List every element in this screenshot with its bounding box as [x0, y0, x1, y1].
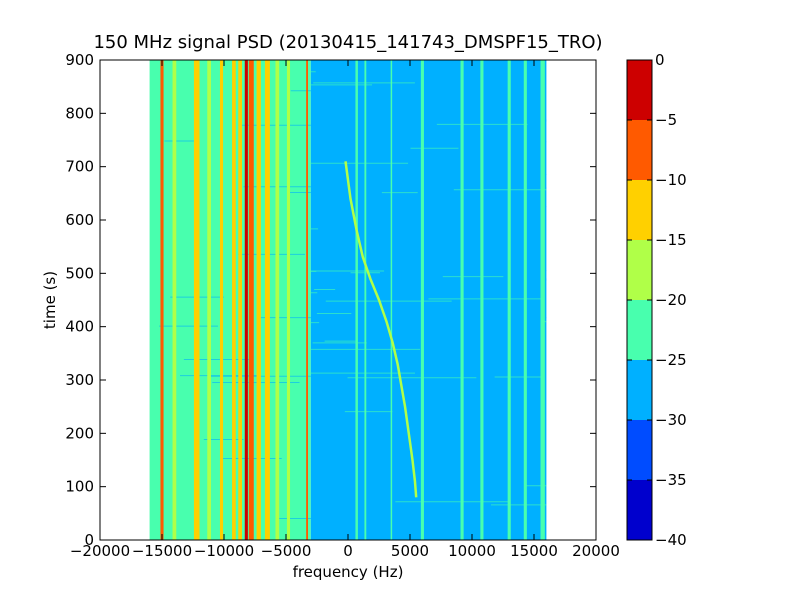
- colorbar-tick-label-0: −40: [655, 531, 687, 549]
- y-axis-label: time (s): [41, 271, 59, 329]
- psd-line-17: [420, 60, 424, 540]
- psd-line-12: [286, 60, 291, 540]
- y-tick-label-0: 0: [84, 531, 94, 549]
- colorbar-swatch-3: [627, 300, 652, 360]
- psd-band-0: [149, 60, 311, 540]
- colorbar-swatch-1: [627, 420, 652, 480]
- y-tick-label-1: 100: [65, 478, 94, 496]
- psd-line-7: [244, 60, 248, 540]
- x-tick-label-5: 5000: [391, 542, 429, 560]
- psd-line-11: [275, 60, 280, 540]
- spectrogram-plot-area: −20000 −15000 −10000 −5000 0 5000 10000 15000 20…: [65, 51, 620, 560]
- x-tick-label-3: −5000: [261, 542, 312, 560]
- colorbar-tick-label-5: −15: [655, 231, 687, 249]
- colorbar-swatch-4: [627, 240, 652, 300]
- colorbar-swatch-6: [627, 120, 652, 180]
- x-axis-ticks: −20000 −15000 −10000 −5000 0 5000 10000 15000 20…: [70, 60, 620, 560]
- chart-title: 150 MHz signal PSD (20130415_141743_DMSP…: [93, 32, 602, 53]
- colorbar-tick-label-6: −10: [655, 171, 687, 189]
- x-tick-label-1: −15000: [132, 542, 192, 560]
- psd-line-22: [540, 60, 545, 540]
- y-tick-label-2: 200: [65, 424, 94, 442]
- colorbar-swatch-0: [627, 480, 652, 540]
- y-tick-label-5: 500: [65, 264, 94, 282]
- colorbar-swatch-7: [627, 60, 652, 120]
- colorbar-tick-label-2: −30: [655, 411, 687, 429]
- psd-line-3: [207, 60, 211, 540]
- psd-line-15: [364, 60, 367, 540]
- y-axis-ticks: 0 100 200 300 400 500 600 700 800 900: [65, 51, 596, 549]
- spectrogram-heatmap: [149, 60, 547, 540]
- psd-line-10: [264, 60, 270, 540]
- psd-line-4: [219, 60, 224, 540]
- colorbar-tick-label-8: 0: [655, 51, 665, 69]
- y-tick-label-4: 400: [65, 318, 94, 336]
- colorbar-tick-label-7: −5: [655, 111, 677, 129]
- x-tick-label-2: −10000: [194, 542, 254, 560]
- psd-line-18: [460, 60, 464, 540]
- colorbar-swatch-2: [627, 360, 652, 420]
- x-tick-label-6: 10000: [448, 542, 496, 560]
- x-tick-label-0: −20000: [70, 542, 130, 560]
- psd-line-8: [248, 60, 254, 540]
- psd-line-1: [172, 60, 177, 540]
- y-tick-label-3: 300: [65, 371, 94, 389]
- colorbar-swatch-5: [627, 180, 652, 240]
- psd-line-14: [355, 60, 358, 540]
- psd-line-6: [238, 60, 242, 540]
- x-tick-label-4: 0: [343, 542, 353, 560]
- psd-line-16: [390, 60, 393, 540]
- psd-line-0: [160, 60, 164, 540]
- psd-line-20: [507, 60, 511, 540]
- psd-line-19: [480, 60, 484, 540]
- psd-line-13: [306, 60, 309, 540]
- colorbar: −40 −35 −30 −25 −20 −15 −10 −5 0: [626, 51, 687, 549]
- psd-line-2: [193, 60, 200, 540]
- y-tick-label-7: 700: [65, 158, 94, 176]
- psd-band-1: [310, 60, 379, 540]
- colorbar-tick-label-1: −35: [655, 471, 687, 489]
- psd-line-9: [256, 60, 261, 540]
- y-tick-label-9: 900: [65, 51, 94, 69]
- psd-line-21: [523, 60, 527, 540]
- x-tick-label-8: 20000: [572, 542, 620, 560]
- y-tick-label-6: 600: [65, 211, 94, 229]
- psd-line-5: [232, 60, 236, 540]
- colorbar-tick-label-3: −25: [655, 351, 687, 369]
- y-tick-label-8: 800: [65, 104, 94, 122]
- colorbar-tick-label-4: −20: [655, 291, 687, 309]
- doppler-trace: [344, 161, 418, 498]
- x-tick-label-7: 15000: [510, 542, 558, 560]
- x-axis-label: frequency (Hz): [293, 563, 404, 581]
